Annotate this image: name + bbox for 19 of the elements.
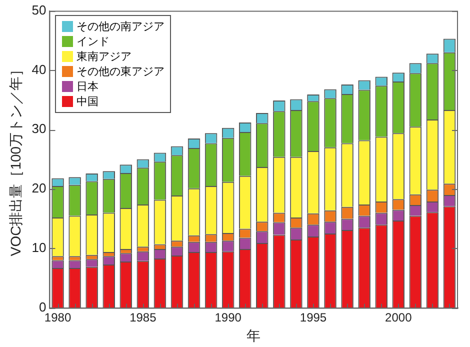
legend-label: 日本 [76, 78, 98, 94]
y-tick-label: 30 [32, 121, 46, 136]
legend-label: インド [76, 34, 110, 49]
x-tick-label: 1985 [130, 310, 157, 324]
y-tick-label: 20 [32, 180, 46, 196]
x-axis-title: 年 [246, 327, 261, 344]
x-tick-label: 1990 [214, 310, 242, 324]
x-tick-label: 2000 [385, 310, 412, 324]
x-tick-label: 1995 [300, 310, 327, 324]
legend-label: その他の東アジア [76, 64, 164, 79]
legend-label: その他の南アジア [76, 18, 164, 34]
x-tick-label: 1980 [44, 310, 72, 324]
y-tick-label: 0 [39, 299, 46, 314]
y-tick-label: 10 [32, 240, 46, 255]
y-axis-title: VOC排出量［100万トン／年］ [7, 62, 24, 256]
legend-label: 中国 [76, 94, 98, 109]
y-tick-label: 40 [32, 62, 46, 77]
legend-label: 東南アジア [76, 48, 132, 64]
y-tick-label: 50 [32, 2, 46, 18]
